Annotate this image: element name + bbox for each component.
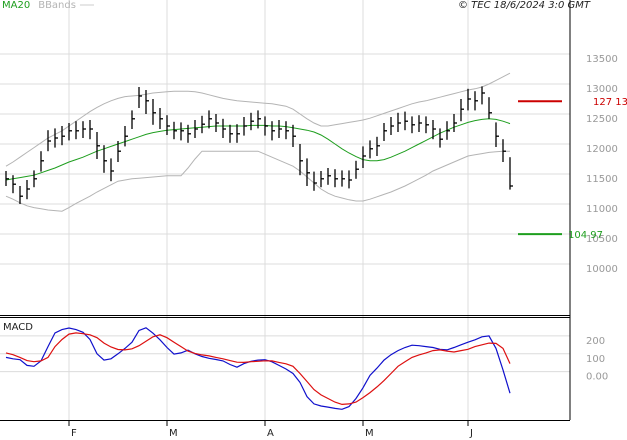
y-tick-label: 10000	[586, 264, 618, 275]
bband-lower	[5, 150, 510, 212]
macd-line	[5, 327, 511, 410]
level-label: 127 13	[593, 97, 627, 108]
y-tick-label: 10500	[586, 234, 618, 245]
y-tick-label: 12500	[586, 114, 618, 125]
source-note: © TEC 18/6/2024 3:0 GMT	[458, 0, 591, 11]
x-tick-label: A	[267, 428, 274, 439]
y-tick-label: 100	[586, 354, 605, 365]
x-tick-label: J	[469, 428, 473, 439]
level-label: 104 97	[568, 230, 603, 241]
y-tick-label: 11000	[586, 204, 618, 215]
y-tick-label: 13000	[586, 84, 618, 95]
macd-line	[5, 332, 511, 406]
y-tick-label: 11500	[586, 174, 618, 185]
y-tick-label: 13500	[586, 54, 618, 65]
y-tick-label: 0.00	[586, 372, 608, 383]
y-tick-label: 200	[586, 336, 605, 347]
x-tick-label: M	[169, 428, 178, 439]
legend-entry: MA20	[2, 0, 30, 11]
bband-upper	[5, 72, 511, 167]
x-tick-label: F	[71, 428, 77, 439]
macd-title: MACD	[3, 322, 33, 333]
x-tick-label: M	[365, 428, 374, 439]
y-tick-label: 12000	[586, 144, 618, 155]
legend-entry: BBands	[38, 0, 76, 11]
